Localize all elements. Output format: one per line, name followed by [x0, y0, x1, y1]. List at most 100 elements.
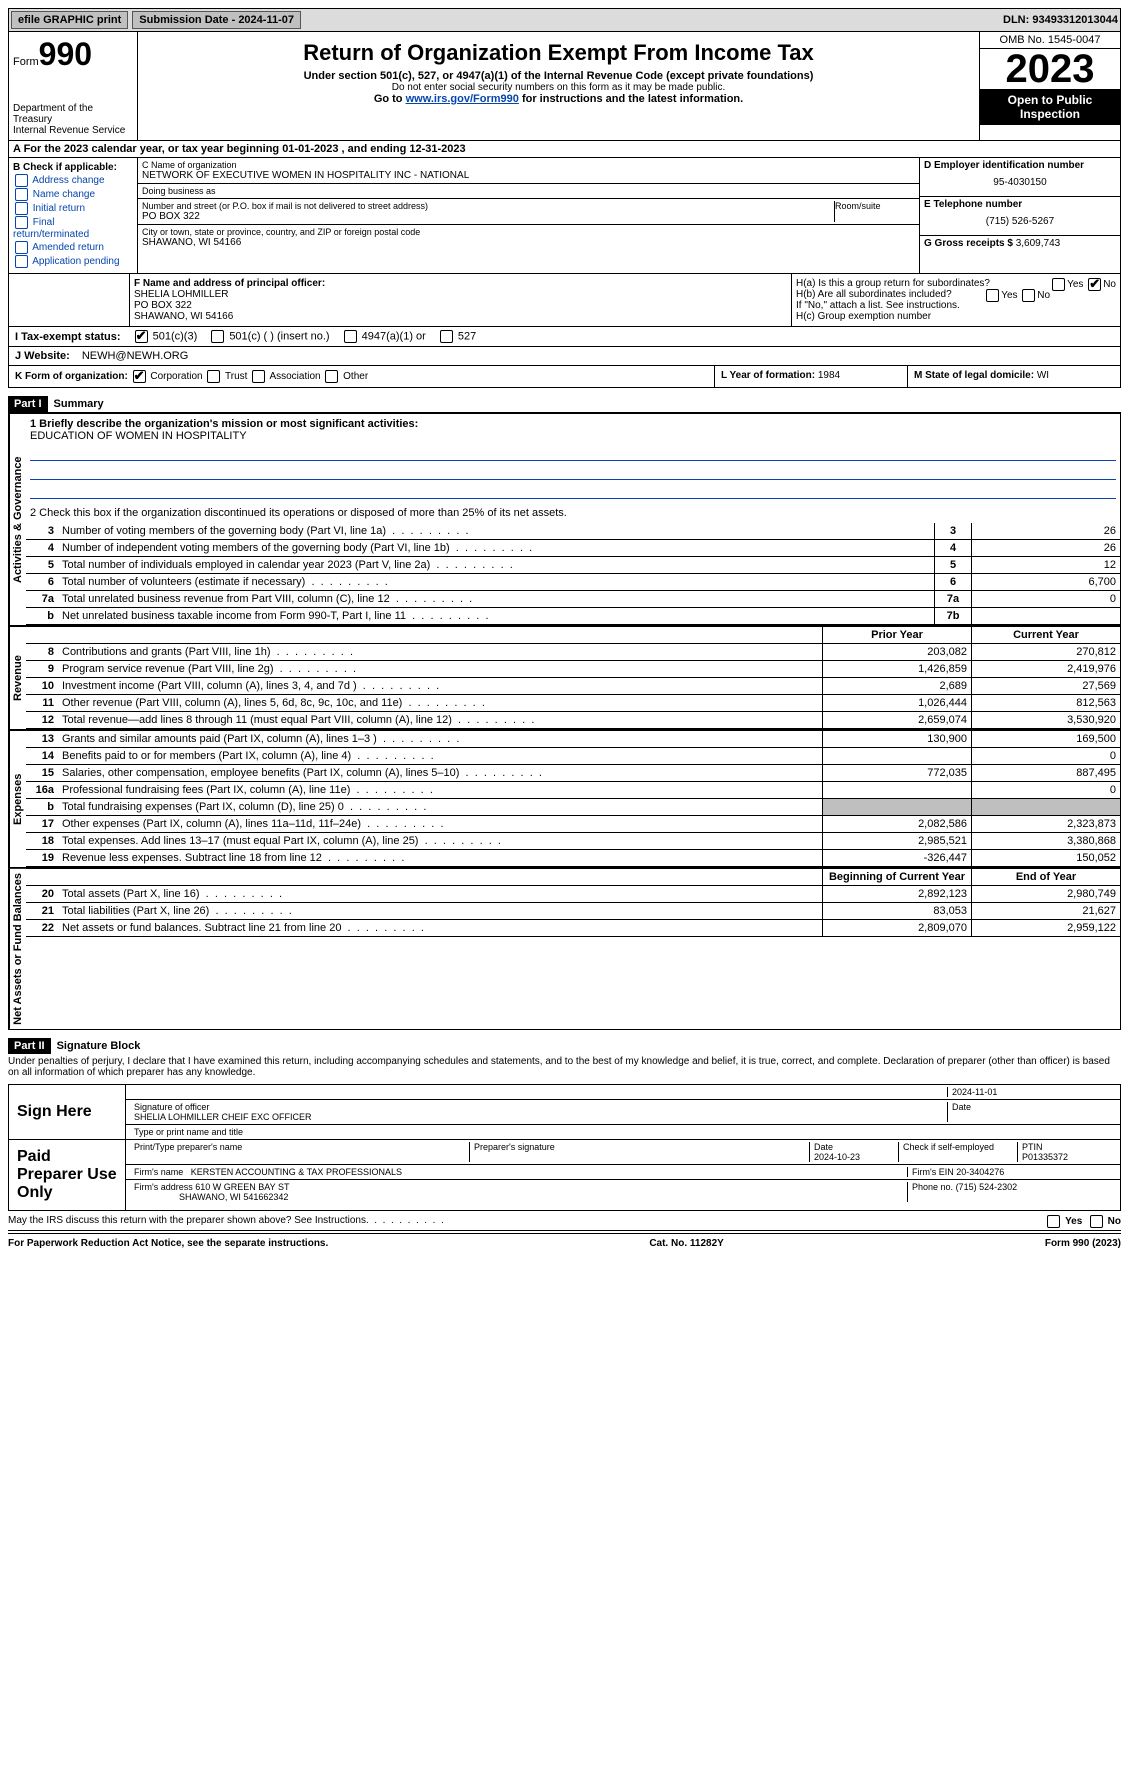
part2-header: Part II — [8, 1038, 51, 1054]
self-employed-label: Check if self-employed — [903, 1142, 994, 1152]
paid-preparer-label: Paid Preparer Use Only — [9, 1140, 126, 1210]
officer-sig-name: SHELIA LOHMILLER CHEIF EXC OFFICER — [134, 1112, 312, 1122]
officer-name: SHELIA LOHMILLER — [134, 289, 228, 300]
firm-ein-label: Firm's EIN — [912, 1167, 954, 1177]
row-j: J Website: NEWH@NEWH.ORG — [8, 347, 1121, 366]
part1-title: Summary — [48, 396, 110, 412]
h-b-label: H(b) Are all subordinates included? — [796, 289, 952, 300]
footer-mid: Cat. No. 11282Y — [328, 1238, 1045, 1249]
ein-value: 95-4030150 — [924, 171, 1116, 194]
type-name-label: Type or print name and title — [130, 1127, 247, 1137]
org-name-label: C Name of organization — [142, 160, 915, 170]
sign-date-label: Date — [952, 1102, 971, 1112]
efile-print-button[interactable]: efile GRAPHIC print — [11, 11, 128, 29]
box-b-label: B Check if applicable: — [13, 162, 117, 173]
formation-label: L Year of formation: — [721, 370, 815, 381]
formation-value: 1984 — [818, 370, 840, 381]
city-value: SHAWANO, WI 54166 — [142, 237, 915, 248]
signature-block: Sign Here 2024-11-01 Signature of office… — [8, 1084, 1121, 1211]
discuss-yes[interactable] — [1047, 1215, 1060, 1228]
gross-label: G Gross receipts $ — [924, 238, 1013, 249]
tax-year: 2023 — [980, 49, 1120, 89]
open-inspection: Open to Public Inspection — [980, 89, 1120, 125]
chk-527[interactable] — [440, 330, 453, 343]
form-subtitle: Under section 501(c), 527, or 4947(a)(1)… — [142, 70, 975, 82]
part2-title: Signature Block — [51, 1038, 147, 1054]
phone-label: E Telephone number — [924, 199, 1022, 210]
chk-trust[interactable] — [207, 370, 220, 383]
chk-app-pending[interactable]: Application pending — [13, 255, 133, 268]
chk-amended[interactable]: Amended return — [13, 241, 133, 254]
dln-label: DLN: 93493312013044 — [1003, 14, 1118, 26]
footer-right: Form 990 (2023) — [1045, 1238, 1121, 1249]
ptin-label: PTIN — [1022, 1142, 1043, 1152]
domicile-value: WI — [1037, 370, 1049, 381]
city-label: City or town, state or province, country… — [142, 227, 915, 237]
topbar: efile GRAPHIC print Submission Date - 20… — [8, 8, 1121, 32]
form-title: Return of Organization Exempt From Incom… — [142, 40, 975, 66]
section-governance: Activities & Governance — [9, 414, 26, 625]
dba-label: Doing business as — [142, 186, 915, 196]
irs-link[interactable]: www.irs.gov/Form990 — [406, 93, 519, 105]
chk-corp[interactable] — [133, 370, 146, 383]
officer-sig-label: Signature of officer — [134, 1102, 209, 1112]
website-label: J Website: — [15, 350, 70, 362]
officer-label: F Name and address of principal officer: — [134, 278, 325, 289]
footer: For Paperwork Reduction Act Notice, see … — [8, 1233, 1121, 1253]
chk-name-change[interactable]: Name change — [13, 188, 133, 201]
row-klm: K Form of organization: Corporation Trus… — [8, 366, 1121, 388]
section-expenses: Expenses — [9, 731, 26, 867]
prep-date-label: Date — [814, 1142, 833, 1152]
room-label: Room/suite — [835, 201, 915, 211]
prep-date: 2024-10-23 — [814, 1152, 860, 1162]
header-left: Form990 Department of the Treasury Inter… — [9, 32, 138, 140]
form-org-label: K Form of organization: — [15, 371, 128, 382]
firm-name-label: Firm's name — [134, 1167, 183, 1177]
part1-box: Activities & Governance 1 Briefly descri… — [8, 412, 1121, 1030]
ein-label: D Employer identification number — [924, 160, 1084, 171]
firm-addr: 610 W GREEN BAY ST — [195, 1182, 289, 1192]
domicile-label: M State of legal domicile: — [914, 370, 1034, 381]
box-h: H(a) Is this a group return for subordin… — [792, 274, 1120, 326]
officer-addr1: PO BOX 322 — [134, 300, 192, 311]
chk-other[interactable] — [325, 370, 338, 383]
section-net-assets: Net Assets or Fund Balances — [9, 869, 26, 1029]
row-i: I Tax-exempt status: 501(c)(3) 501(c) ( … — [8, 327, 1121, 347]
penalties-text: Under penalties of perjury, I declare th… — [8, 1054, 1121, 1080]
section-revenue: Revenue — [9, 627, 26, 729]
expenses-table: 13Grants and similar amounts paid (Part … — [26, 731, 1120, 867]
org-name: NETWORK OF EXECUTIVE WOMEN IN HOSPITALIT… — [142, 170, 915, 181]
ssn-note: Do not enter social security numbers on … — [142, 82, 975, 93]
preparer-sig-label: Preparer's signature — [470, 1142, 810, 1162]
governance-table: 3Number of voting members of the governi… — [26, 523, 1120, 625]
chk-initial-return[interactable]: Initial return — [13, 202, 133, 215]
ptin-value: P01335372 — [1022, 1152, 1068, 1162]
sign-here-label: Sign Here — [9, 1085, 126, 1139]
goto-suffix: for instructions and the latest informat… — [519, 93, 743, 105]
addr-label: Number and street (or P.O. box if mail i… — [142, 201, 834, 211]
chk-4947[interactable] — [344, 330, 357, 343]
submission-date-button[interactable]: Submission Date - 2024-11-07 — [132, 11, 301, 29]
firm-name: KERSTEN ACCOUNTING & TAX PROFESSIONALS — [191, 1167, 402, 1177]
website-value: NEWH@NEWH.ORG — [82, 350, 189, 362]
firm-ein: 20-3404276 — [956, 1167, 1004, 1177]
footer-left: For Paperwork Reduction Act Notice, see … — [8, 1238, 328, 1249]
discuss-row: May the IRS discuss this return with the… — [8, 1211, 1121, 1231]
chk-address-change[interactable]: Address change — [13, 174, 133, 187]
mission-label: 1 Briefly describe the organization's mi… — [30, 418, 418, 430]
header-mid: Return of Organization Exempt From Incom… — [138, 32, 979, 140]
discuss-text: May the IRS discuss this return with the… — [8, 1215, 369, 1226]
firm-city: SHAWANO, WI 541662342 — [179, 1192, 288, 1202]
discuss-no[interactable] — [1090, 1215, 1103, 1228]
firm-addr-label: Firm's address — [134, 1182, 193, 1192]
tax-exempt-label: I Tax-exempt status: — [15, 331, 121, 343]
box-c: C Name of organizationNETWORK OF EXECUTI… — [138, 158, 919, 273]
main-grid: B Check if applicable: Address change Na… — [8, 158, 1121, 274]
chk-assoc[interactable] — [252, 370, 265, 383]
chk-final-return[interactable]: Final return/terminated — [13, 216, 133, 240]
chk-501c[interactable] — [211, 330, 224, 343]
part1-header: Part I — [8, 396, 48, 412]
chk-501c3[interactable] — [135, 330, 148, 343]
line2-text: 2 Check this box if the organization dis… — [30, 507, 567, 519]
box-f: F Name and address of principal officer:… — [130, 274, 792, 326]
